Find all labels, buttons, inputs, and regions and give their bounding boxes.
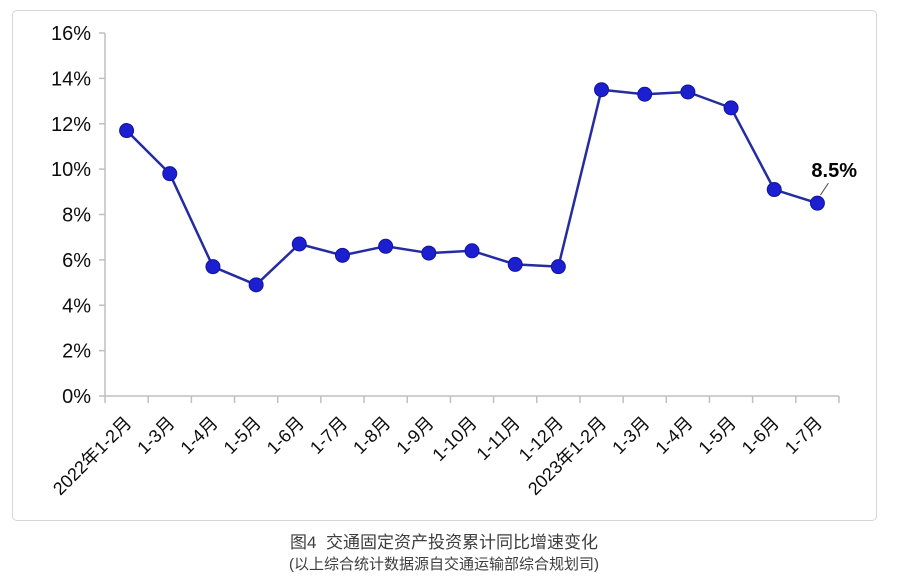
data-point [205,259,221,275]
data-point [162,166,178,182]
data-point [334,247,350,263]
x-axis-label: 1-4月 [177,413,222,458]
y-tick-label: 12% [51,114,91,136]
x-axis-label: 1-3月 [608,413,653,458]
data-point [637,86,653,102]
data-point [119,123,135,139]
y-tick-label: 8% [62,205,91,227]
x-axis-label: 1-4月 [651,413,696,458]
annotation-leader-line [819,182,829,196]
x-axis-label: 2022年1-2月 [49,413,135,499]
x-axis-label: 1-5月 [695,413,740,458]
y-tick-label: 4% [62,295,91,317]
x-axis-label: 1-3月 [133,413,178,458]
annotation-label: 8.5% [811,160,857,182]
data-point [594,82,610,98]
x-axis-label: 1-10月 [428,413,480,465]
x-axis-label: 1-11月 [473,413,524,464]
annotation: 8.5% [811,160,857,196]
caption-block: 图4 交通固定资产投资累计同比增速变化 (以上综合统计数据源自交通运输部综合规划… [0,531,888,575]
data-point [723,100,739,116]
data-point [507,256,523,272]
x-axis-label: 1-8月 [349,413,394,458]
y-tick-label: 0% [62,386,91,408]
chart-border-frame [12,10,877,521]
figure-caption-title: 图4 交通固定资产投资累计同比增速变化 [290,533,598,552]
data-point [378,238,394,254]
x-axis-label: 1-7月 [306,413,351,458]
data-point [680,84,696,100]
y-tick-label: 6% [62,250,91,272]
data-point [421,245,437,261]
x-axis-label: 1-6月 [738,413,783,458]
series-transport-investment [119,82,825,293]
x-axis-label: 1-5月 [220,413,265,458]
axes: 0%2%4%6%8%10%12%14%16%2022年1-2月1-3月1-4月1… [49,23,840,499]
data-point [809,195,825,211]
data-point [550,259,566,275]
y-tick-label: 16% [51,23,91,45]
x-axis-label: 1-6月 [263,413,308,458]
data-point [766,182,782,198]
figure-caption-source: (以上综合统计数据源自交通运输部综合规划司) [289,556,599,573]
x-axis-label: 1-7月 [781,413,826,458]
y-tick-label: 10% [51,159,91,181]
y-tick-label: 14% [51,68,91,90]
y-tick-label: 2% [62,341,91,363]
data-point [464,243,480,259]
data-point [248,277,264,293]
data-point [291,236,307,252]
